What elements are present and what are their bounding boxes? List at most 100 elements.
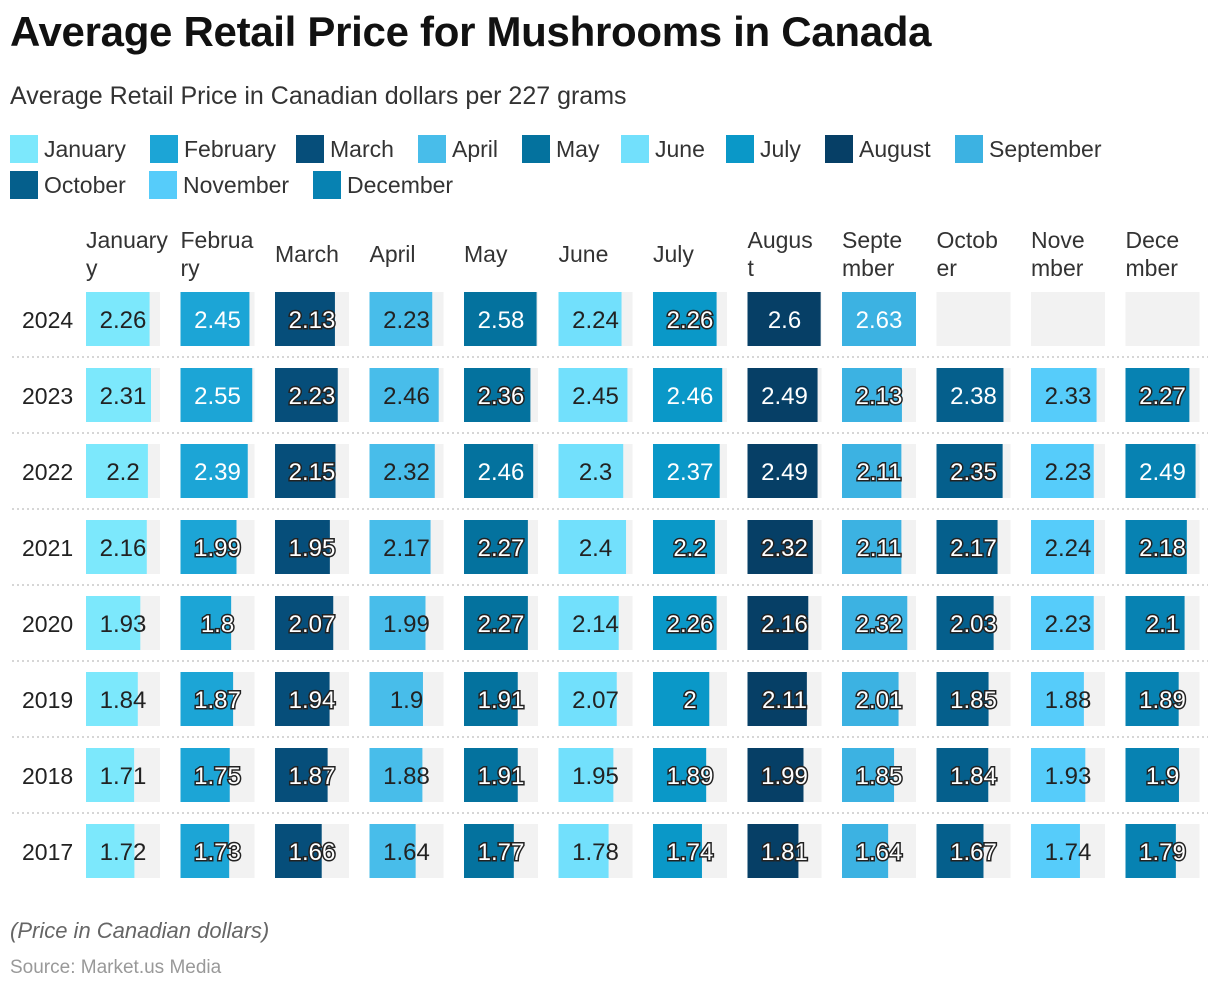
cell-bar-2017-june (558, 824, 609, 878)
column-header-september-line-1: Septe (842, 227, 902, 253)
legend-item-august: August (825, 134, 931, 164)
column-header-january-line-2: y (86, 255, 98, 281)
cell-bar-2021-november (1031, 520, 1095, 574)
cell-value-2020-may: 2.27 (478, 611, 525, 638)
legend-label-july: July (760, 135, 801, 162)
column-header-march: March (275, 241, 339, 267)
cell-bar-2021-july (653, 520, 715, 574)
cell-value-2024-august: 2.6 (768, 307, 801, 334)
cell-bar-2024-january (86, 292, 150, 346)
legend-label-january: January (44, 135, 126, 162)
cell-value-2023-april: 2.46 (383, 383, 430, 410)
cell-value-2019-december: 1.89 (1139, 687, 1186, 714)
cell-value-2021-august: 2.32 (761, 535, 808, 562)
cell-bar-2017-march (275, 824, 322, 878)
cell-value-2021-march: 1.95 (289, 535, 336, 562)
legend-item-may: May (522, 134, 599, 164)
cell-value-2021-april: 2.17 (383, 535, 430, 562)
cell-value-2020-july: 2.26 (667, 611, 714, 638)
column-header-november-line-2: mber (1031, 255, 1084, 281)
cell-value-2022-june: 2.3 (579, 459, 612, 486)
cell-bar-2018-june (558, 748, 614, 802)
cell-bar-2019-april (369, 672, 423, 726)
cell-value-2019-october: 1.85 (950, 687, 997, 714)
cell-value-2023-september: 2.13 (856, 383, 903, 410)
legend-swatch-july (726, 135, 754, 163)
cell-bar-2023-july (653, 368, 723, 422)
cell-value-2020-october: 2.03 (950, 611, 997, 638)
cell-value-2024-february: 2.45 (194, 307, 241, 334)
cell-value-2020-february: 1.8 (201, 611, 234, 638)
cell-value-2018-february: 1.75 (194, 763, 241, 790)
column-header-september-line-2: mber (842, 255, 895, 281)
cell-value-2021-may: 2.27 (478, 535, 525, 562)
cell-bar-2017-december (1125, 824, 1176, 878)
legend-item-october: October (10, 170, 126, 200)
column-header-february-line-1: Februa (181, 227, 254, 253)
cell-value-2021-december: 2.18 (1139, 535, 1186, 562)
cell-value-2018-november: 1.93 (1045, 763, 1092, 790)
chart-title: Average Retail Price for Mushrooms in Ca… (10, 8, 932, 55)
legend-label-december: December (347, 171, 454, 198)
cell-value-2017-may: 1.77 (478, 839, 525, 866)
cell-value-2019-august: 2.11 (762, 687, 807, 714)
legend-label-june: June (655, 135, 705, 162)
cell-value-2023-january: 2.31 (100, 383, 147, 410)
cell-bar-2021-june (558, 520, 627, 574)
cell-value-2018-august: 1.99 (761, 763, 808, 790)
cell-bar-2023-february (180, 368, 253, 422)
cell-value-2017-december: 1.79 (1139, 839, 1186, 866)
cell-bar-2022-july (653, 444, 720, 498)
cell-bar-2020-october (936, 596, 994, 650)
cell-value-2024-april: 2.23 (383, 307, 430, 334)
cell-bar-2023-march (275, 368, 338, 422)
cell-value-2022-april: 2.32 (383, 459, 430, 486)
row-label-2022: 2022 (22, 459, 73, 485)
cell-bar-2019-november (1031, 672, 1084, 726)
cell-bar-2017-november (1031, 824, 1080, 878)
cell-bar-2022-january (86, 444, 148, 498)
row-label-2024: 2024 (22, 307, 73, 333)
row-label-2018: 2018 (22, 763, 73, 789)
cell-bar-2024-june (558, 292, 622, 346)
cell-bar-2018-december (1125, 748, 1179, 802)
column-header-june: June (559, 241, 609, 267)
legend-swatch-october (10, 171, 38, 199)
cell-value-2022-february: 2.39 (194, 459, 241, 486)
legend-swatch-december (313, 171, 341, 199)
row-label-2023: 2023 (22, 383, 73, 409)
cell-track-2024-november (1031, 292, 1105, 346)
cell-bar-2021-october (936, 520, 998, 574)
cell-value-2023-june: 2.45 (572, 383, 619, 410)
column-header-may: May (464, 241, 508, 267)
cell-value-2022-december: 2.49 (1139, 459, 1186, 486)
cell-value-2018-may: 1.91 (478, 763, 525, 790)
cell-bar-2024-august (747, 292, 821, 346)
legend-item-february: February (150, 134, 276, 164)
cell-bar-2020-may (464, 596, 528, 650)
legend-label-march: March (330, 135, 394, 162)
cell-bar-2017-january (86, 824, 135, 878)
cell-track-2024-october (936, 292, 1011, 346)
row-label-2019: 2019 (22, 687, 73, 713)
cell-value-2022-september: 2.11 (857, 459, 902, 486)
cell-bar-2021-january (86, 520, 147, 574)
cell-bar-2017-september (842, 824, 889, 878)
cell-value-2019-june: 2.07 (572, 687, 619, 714)
legend-label-november: November (183, 171, 290, 198)
cell-bar-2018-may (464, 748, 518, 802)
cell-bar-2020-december (1125, 596, 1185, 650)
cell-bar-2018-august (747, 748, 804, 802)
cell-bar-2019-january (86, 672, 138, 726)
cell-value-2023-march: 2.23 (289, 383, 336, 410)
cell-value-2020-january: 1.93 (100, 611, 147, 638)
cell-bar-2019-december (1125, 672, 1179, 726)
cell-bar-2019-september (842, 672, 899, 726)
legend-item-july: July (726, 134, 801, 164)
legend-label-april: April (452, 135, 499, 162)
cell-value-2017-october: 1.67 (950, 839, 997, 866)
cell-bar-2024-april (369, 292, 433, 346)
cell-value-2018-january: 1.71 (100, 763, 147, 790)
cell-bar-2022-may (464, 444, 534, 498)
